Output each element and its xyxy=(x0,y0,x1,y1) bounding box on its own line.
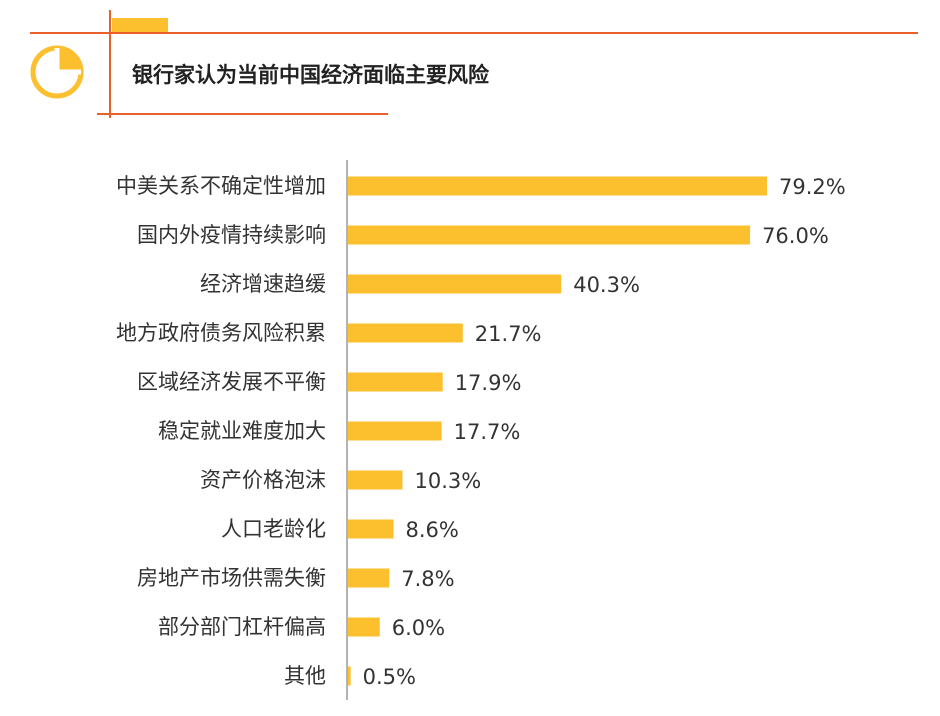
category-label-6: 稳定就业难度加大 xyxy=(158,419,326,443)
category-label-4: 地方政府债务风险积累 xyxy=(116,321,326,345)
value-label-3: 40.3% xyxy=(573,273,640,297)
bar-3 xyxy=(348,274,562,294)
value-label-7: 10.3% xyxy=(414,469,481,493)
bar-11 xyxy=(348,666,351,686)
category-label-2: 国内外疫情持续影响 xyxy=(137,223,326,247)
category-label-3: 经济增速趋缓 xyxy=(200,272,326,296)
chart-title: 银行家认为当前中国经济面临主要风险 xyxy=(132,63,490,87)
category-label-9: 房地产市场供需失衡 xyxy=(137,566,326,590)
value-label-9: 7.8% xyxy=(401,567,454,591)
bar-2 xyxy=(348,225,751,245)
category-label-7: 资产价格泡沫 xyxy=(200,468,326,492)
category-label-5: 区域经济发展不平衡 xyxy=(137,370,326,394)
value-label-4: 21.7% xyxy=(475,322,542,346)
value-label-11: 0.5% xyxy=(363,665,416,689)
bar-5 xyxy=(348,372,443,392)
bar-6 xyxy=(348,421,442,441)
bar-9 xyxy=(348,568,390,588)
bars xyxy=(348,176,767,686)
bar-4 xyxy=(348,323,463,343)
header-accent-tab xyxy=(112,18,168,32)
bar-10 xyxy=(348,617,380,637)
category-label-1: 中美关系不确定性增加 xyxy=(116,174,326,198)
bar-8 xyxy=(348,519,394,539)
category-label-11: 其他 xyxy=(284,664,326,688)
value-label-5: 17.9% xyxy=(455,371,522,395)
category-label-8: 人口老龄化 xyxy=(221,517,326,541)
bar-1 xyxy=(348,176,767,196)
value-label-10: 6.0% xyxy=(392,616,445,640)
value-labels: 79.2% 76.0% 40.3% 21.7% 17.9% 17.7% 10.3% 8.6% 7… xyxy=(363,175,846,689)
value-label-2: 76.0% xyxy=(762,224,829,248)
pie-chart-icon xyxy=(30,45,84,99)
value-label-6: 17.7% xyxy=(454,420,521,444)
category-labels: 中美关系不确定性增加国内外疫情持续影响经济增速趋缓地方政府债务风险积累区域经济发… xyxy=(116,174,326,688)
category-label-10: 部分部门杠杆偏高 xyxy=(158,615,326,639)
bar-7 xyxy=(348,470,403,490)
value-label-1: 79.2% xyxy=(779,175,846,199)
value-label-8: 8.6% xyxy=(405,518,458,542)
header: 银行家认为当前中国经济面临主要风险 xyxy=(30,10,918,118)
